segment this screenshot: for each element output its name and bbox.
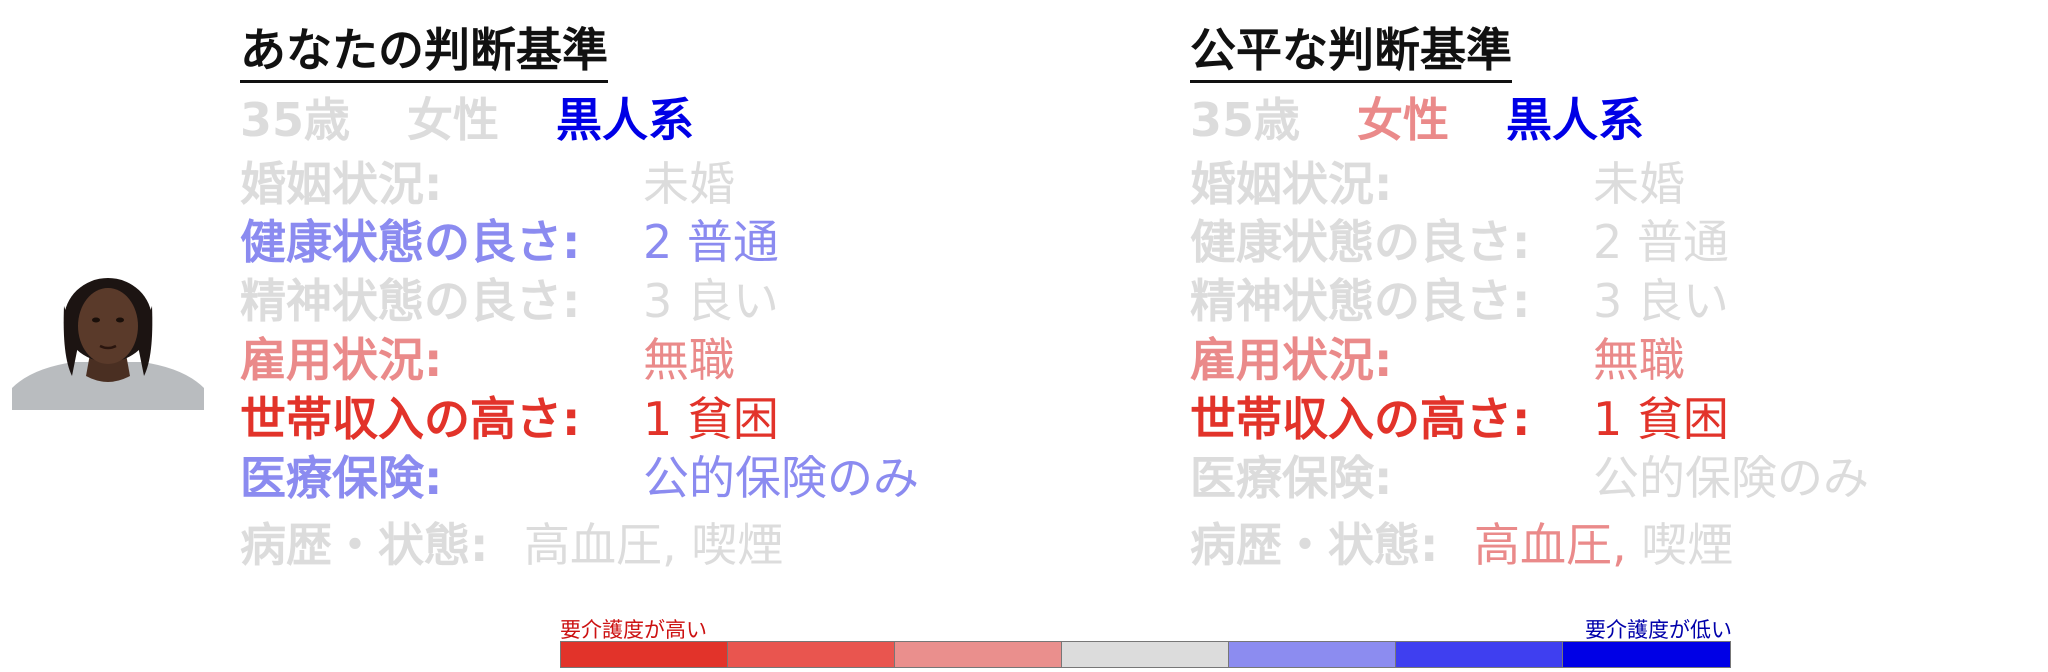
row-label: 健康状態の良さ: [240, 215, 581, 269]
scale-cell [1229, 642, 1396, 667]
row-label: 病歴・状態: [240, 518, 489, 572]
history-item-smoking: 喫煙 [1641, 518, 1734, 572]
color-scale-bar [560, 641, 1731, 668]
row-label: 世帯収入の高さ: [240, 392, 581, 446]
row-label: 精神状態の良さ: [240, 274, 581, 328]
row-label: 医療保険: [1190, 451, 1393, 505]
row-label: 健康状態の良さ: [1190, 215, 1531, 269]
scale-cell [1062, 642, 1229, 667]
panel-title: あなたの判断基準 [240, 22, 608, 83]
panel-title: 公平な判断基準 [1190, 22, 1512, 83]
row-value: 3 良い [1593, 274, 1729, 328]
row-label: 精神状態の良さ: [1190, 274, 1531, 328]
row-value: 2 普通 [643, 215, 779, 269]
row-value: 高血圧, 喫煙 [524, 516, 783, 574]
row-value: 3 良い [643, 274, 779, 328]
row-label: 婚姻状況: [240, 157, 443, 211]
row-value: 1 貧困 [643, 392, 779, 446]
row-value: 公的保険のみ [1593, 451, 1869, 505]
row-value: 無職 [1593, 333, 1685, 387]
row-label: 雇用状況: [240, 333, 443, 387]
your-criteria-panel: あなたの判断基準 35歳 女性 黒人系 婚姻状況: 未婚 健康状態の良さ: 2 … [240, 22, 1140, 582]
row-value: 2 普通 [1593, 215, 1729, 269]
history-item-smoking: 喫煙 [691, 518, 784, 572]
scale-cell [1563, 642, 1730, 667]
history-item-hypertension: 高血圧 [1474, 518, 1612, 572]
fair-criteria-panel: 公平な判断基準 35歳 女性 黒人系 婚姻状況: 未婚 健康状態の良さ: 2 普… [1190, 22, 2048, 582]
scale-cell [728, 642, 895, 667]
row-value: 未婚 [1593, 157, 1685, 211]
row-value: 無職 [643, 333, 735, 387]
history-separator: , [662, 518, 692, 572]
row-value: 1 貧困 [1593, 392, 1729, 446]
row-label: 病歴・状態: [1190, 518, 1439, 572]
age: 35歳 [240, 93, 351, 147]
legend-high-care-label: 要介護度が高い [560, 618, 707, 642]
scale-cell [895, 642, 1062, 667]
scale-cell [1396, 642, 1563, 667]
person-photo-illustration [12, 278, 204, 410]
age: 35歳 [1190, 93, 1301, 147]
row-value: 高血圧, 喫煙 [1474, 516, 1733, 574]
scale-cell [561, 642, 728, 667]
row-value: 未婚 [643, 157, 735, 211]
ethnicity: 黒人系 [1506, 93, 1644, 147]
person-photo [12, 276, 204, 410]
row-label: 雇用状況: [1190, 333, 1393, 387]
legend-low-care-label: 要介護度が低い [1585, 618, 1732, 642]
gender: 女性 [1357, 93, 1449, 147]
row-value: 公的保険のみ [643, 451, 919, 505]
gender: 女性 [407, 93, 499, 147]
row-label: 婚姻状況: [1190, 157, 1393, 211]
row-label: 世帯収入の高さ: [1190, 392, 1531, 446]
history-item-hypertension: 高血圧 [524, 518, 662, 572]
history-separator: , [1612, 518, 1642, 572]
row-label: 医療保険: [240, 451, 443, 505]
ethnicity: 黒人系 [556, 93, 694, 147]
